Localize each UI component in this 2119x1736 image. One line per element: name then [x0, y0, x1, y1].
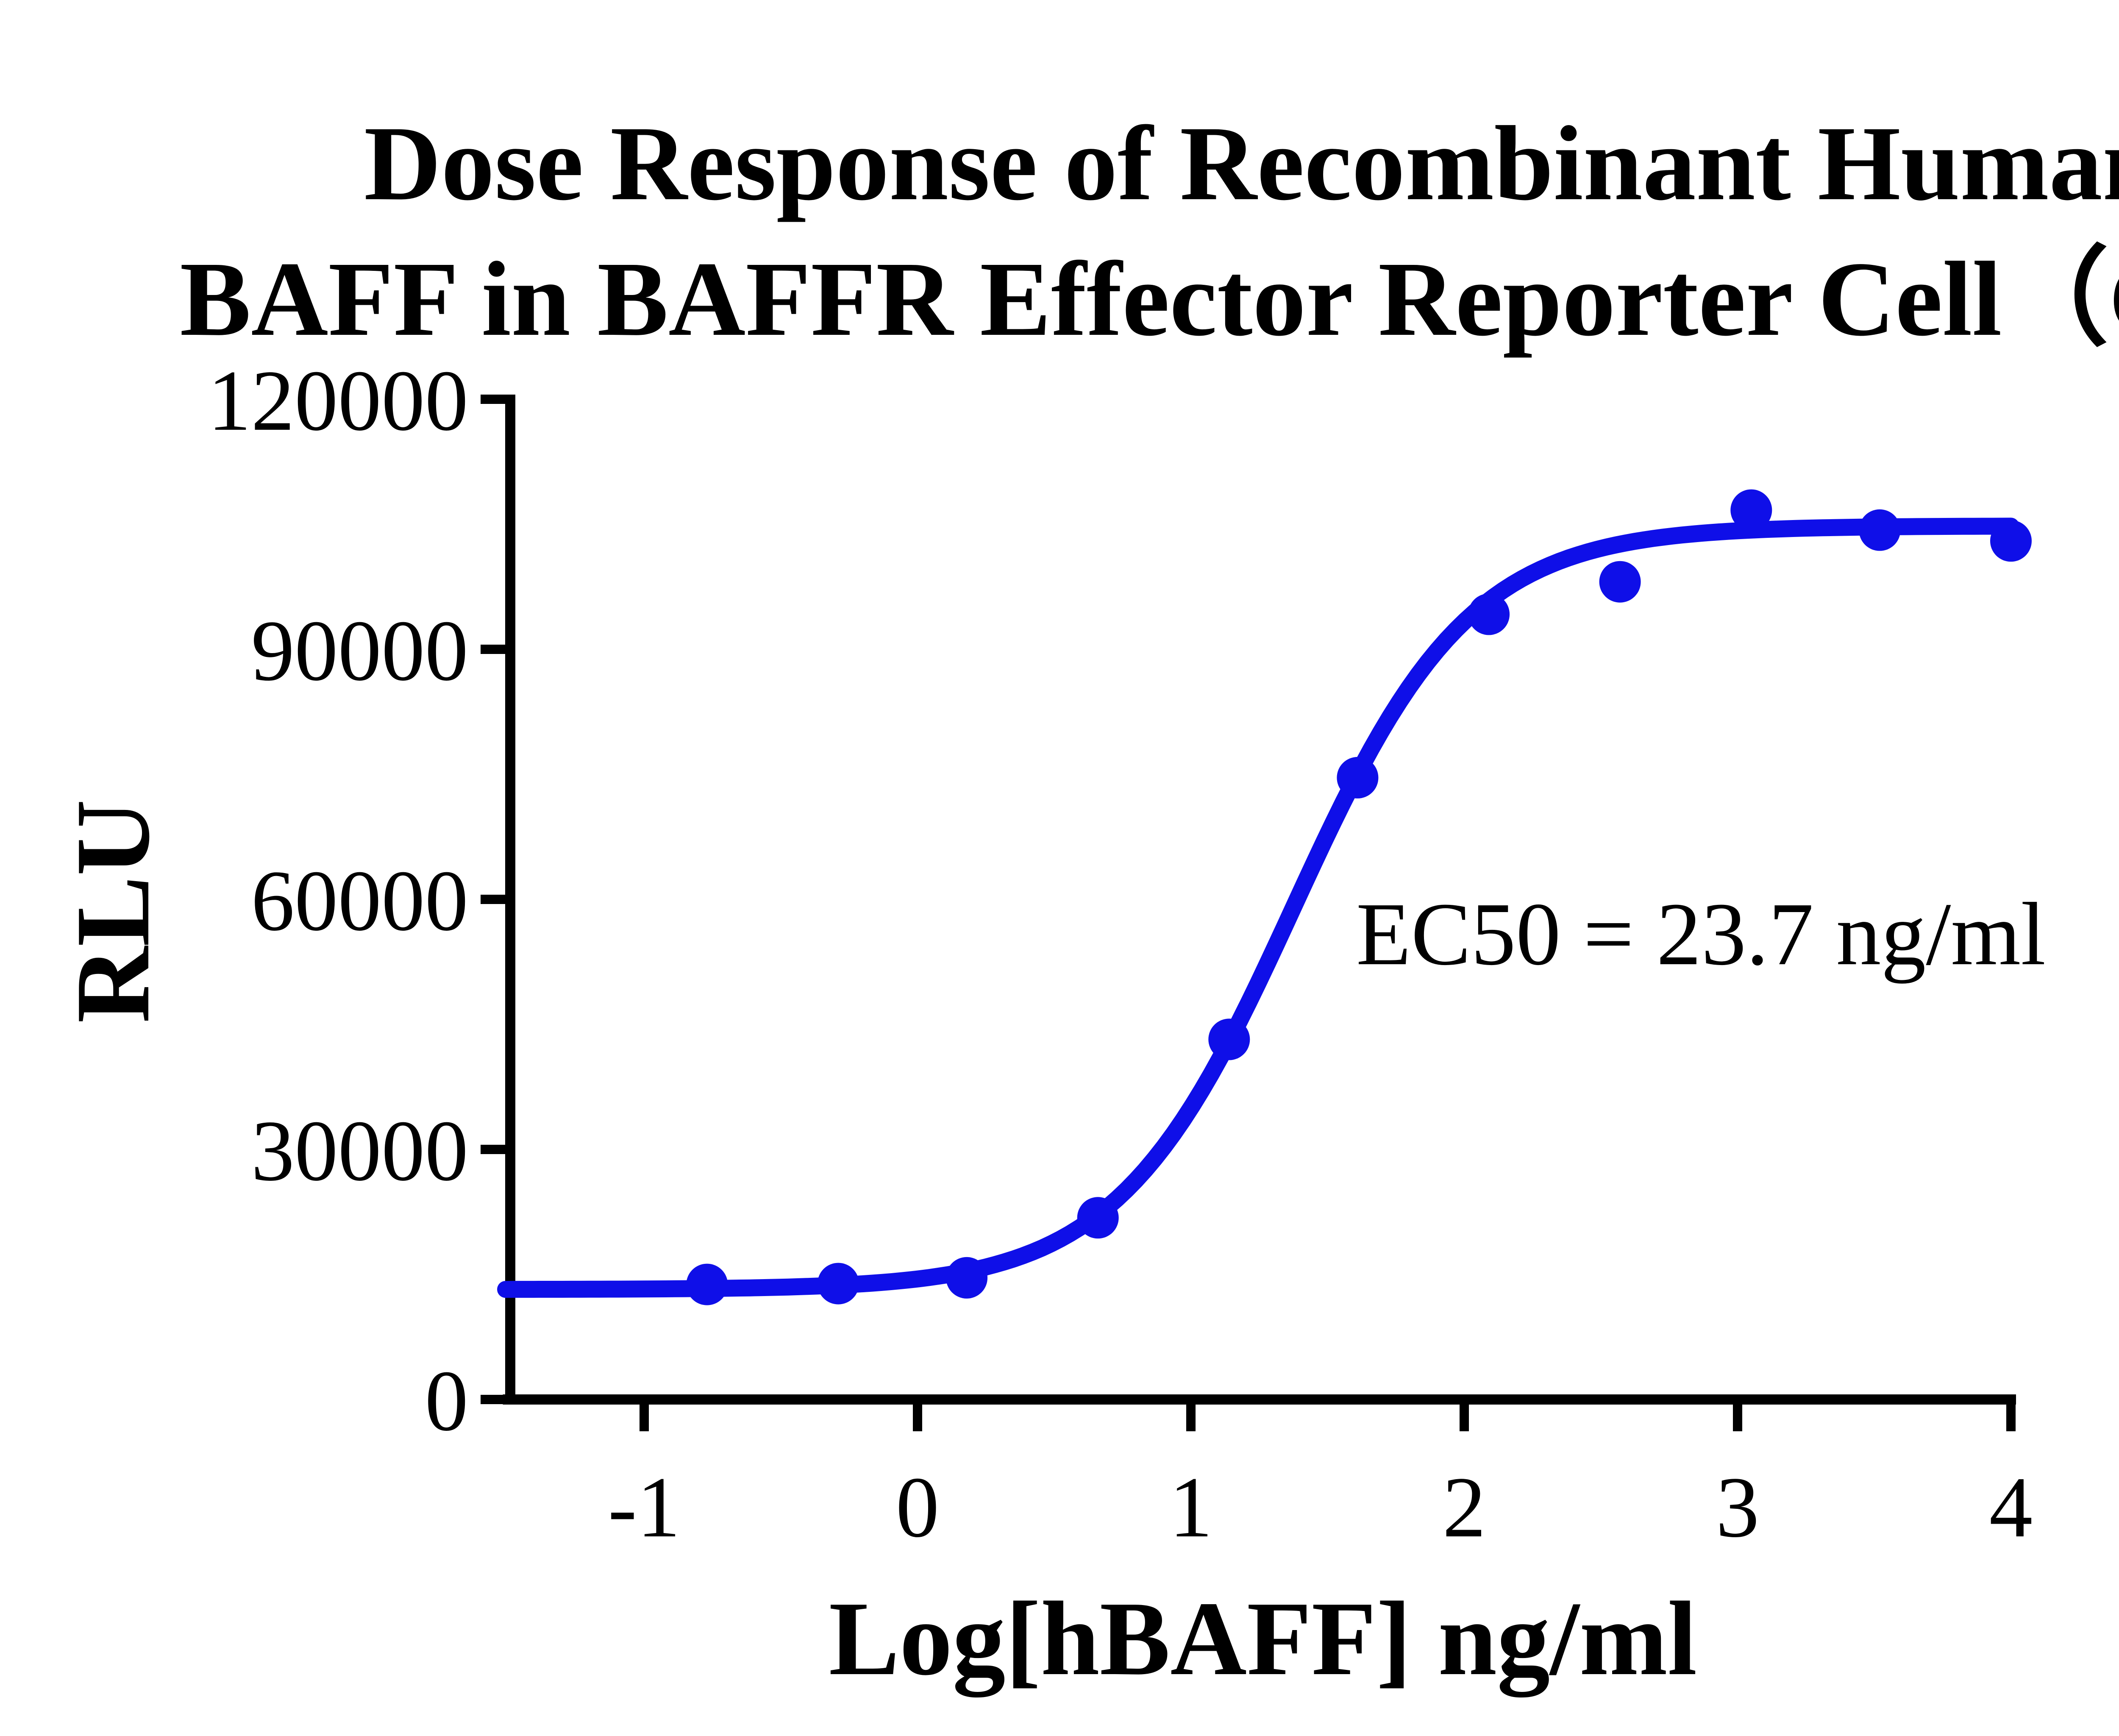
data-point	[1337, 757, 1379, 798]
chart-title-line1: Dose Response of Recombinant Human	[364, 104, 2119, 223]
x-tick-label: -1	[608, 1459, 681, 1555]
data-point	[1077, 1197, 1119, 1239]
x-tick-label: 4	[1989, 1459, 2033, 1555]
x-tick-label: 2	[1443, 1459, 1486, 1555]
data-point-layer	[686, 489, 2032, 1305]
y-tick-label: 90000	[251, 603, 469, 699]
fit-curve	[497, 517, 2019, 1298]
y-axis-title: RLU	[54, 799, 172, 1023]
y-tick-label: 120000	[208, 353, 468, 449]
y-tick-label: 0	[425, 1353, 469, 1449]
y-tick-label: 30000	[251, 1103, 469, 1199]
y-tick-label: 60000	[251, 853, 469, 949]
chart-title-line2: BAFF in BAFFR Effector Reporter Cell（C4）	[180, 239, 2119, 358]
data-point	[1208, 1018, 1250, 1060]
tick-labels: 0 30000 60000 90000 120000 -1 0 1 2 3 4	[208, 353, 2033, 1555]
data-point	[818, 1263, 859, 1305]
tick-marks	[481, 395, 2016, 1431]
data-point	[1468, 593, 1510, 635]
data-point	[1859, 509, 1901, 551]
x-tick-label: 0	[896, 1459, 940, 1555]
data-point	[946, 1257, 988, 1299]
x-axis-title: Log[hBAFF] ng/ml	[829, 1580, 1697, 1697]
fit-curve-layer	[497, 517, 2019, 1298]
data-point	[1599, 561, 1641, 603]
data-point	[1990, 520, 2032, 562]
x-tick-label: 1	[1169, 1459, 1213, 1555]
x-tick-label: 3	[1716, 1459, 1760, 1555]
data-point	[686, 1263, 728, 1305]
data-point	[1730, 489, 1772, 531]
ec50-annotation: EC50 = 23.7 ng/ml	[1356, 884, 2046, 984]
